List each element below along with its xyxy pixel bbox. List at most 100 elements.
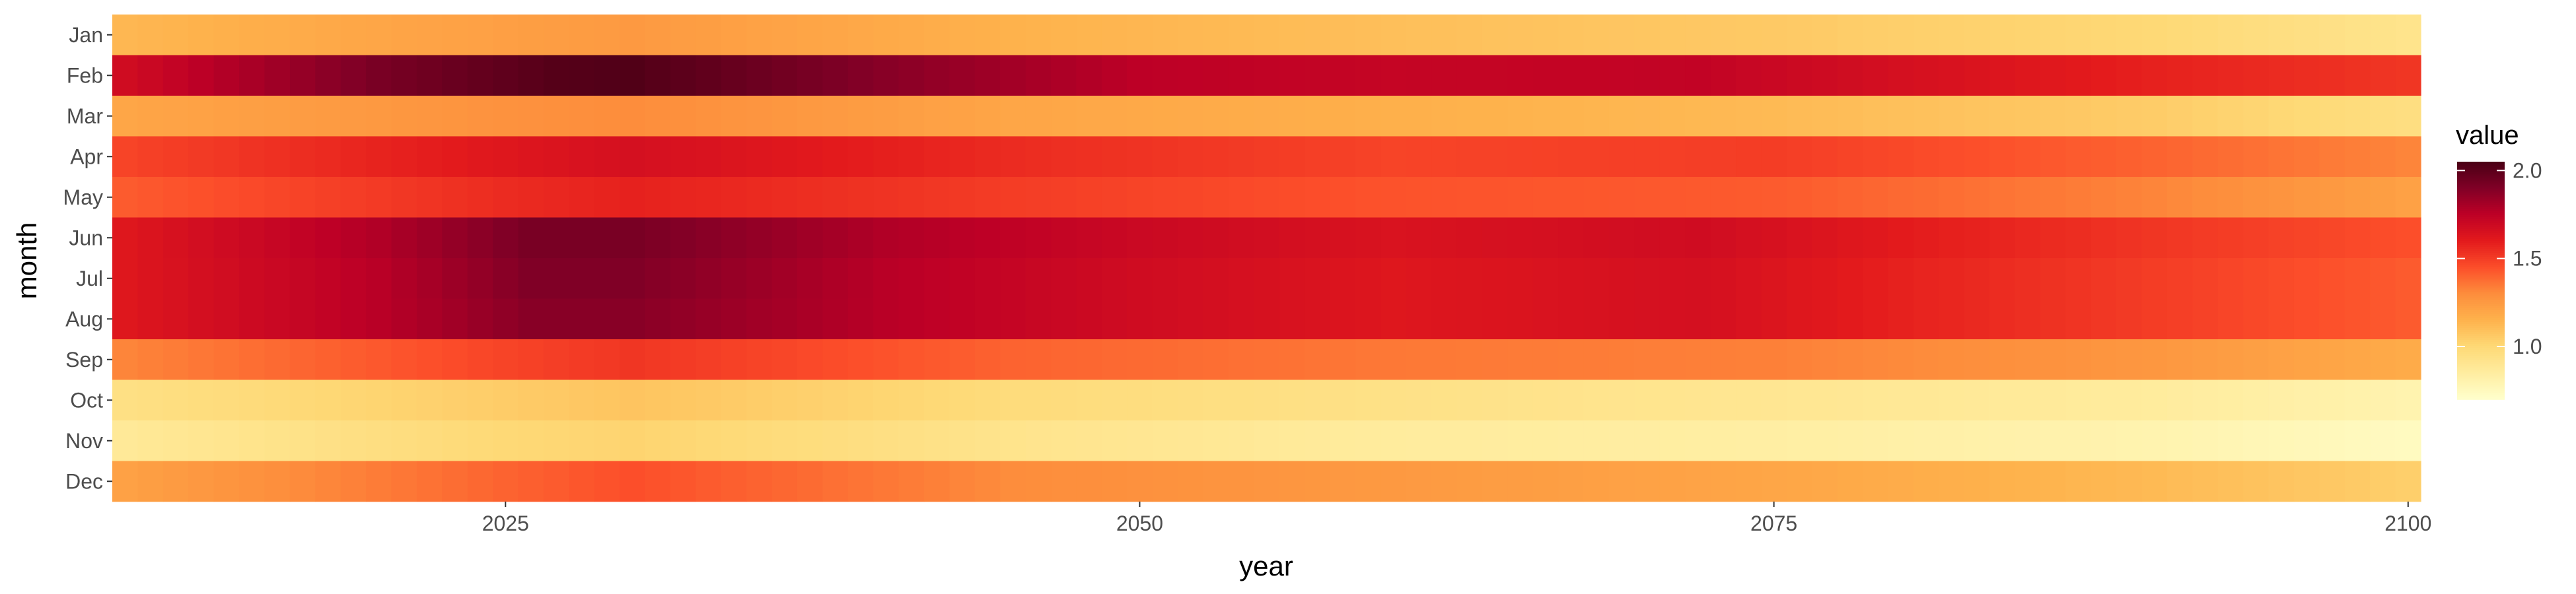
- heatmap-cell: [1659, 339, 1686, 380]
- heatmap-cell: [645, 177, 671, 218]
- heatmap-cell: [1507, 380, 1534, 421]
- heatmap-cell: [1964, 15, 1990, 55]
- heatmap-cell: [493, 380, 519, 421]
- heatmap-cell: [1254, 258, 1280, 299]
- heatmap-cell: [366, 380, 392, 421]
- heatmap-cell: [2344, 339, 2371, 380]
- heatmap-cell: [771, 380, 798, 421]
- heatmap-cell: [518, 380, 544, 421]
- heatmap-cell: [264, 136, 291, 178]
- heatmap-cell: [1254, 96, 1280, 137]
- heatmap-cell: [2370, 96, 2396, 137]
- heatmap-cell: [1532, 258, 1559, 299]
- heatmap-cell: [2319, 420, 2345, 461]
- heatmap-cell: [188, 55, 215, 96]
- heatmap-cell: [188, 380, 215, 421]
- heatmap-cell: [1330, 15, 1356, 55]
- heatmap-cell: [2344, 15, 2371, 55]
- heatmap-cell: [2243, 258, 2270, 299]
- heatmap-cell: [1025, 339, 1052, 380]
- heatmap-cell: [1812, 461, 1838, 502]
- heatmap-cell: [2293, 339, 2320, 380]
- heatmap-cell: [1532, 177, 1559, 218]
- heatmap-cell: [1939, 55, 1965, 96]
- heatmap-cell: [1380, 96, 1407, 137]
- heatmap-cell: [493, 15, 519, 55]
- heatmap-cell: [924, 420, 950, 461]
- heatmap-cell: [315, 339, 341, 380]
- heatmap-cell: [1736, 380, 1762, 421]
- heatmap-cell: [1761, 258, 1787, 299]
- heatmap-cell: [1964, 258, 1990, 299]
- heatmap-cell: [594, 298, 620, 340]
- legend-gradient-step: [2457, 294, 2505, 297]
- heatmap-cell: [1710, 15, 1736, 55]
- heatmap-cell: [137, 177, 164, 218]
- heatmap-cell: [873, 217, 900, 259]
- heatmap-cell: [1279, 380, 1305, 421]
- heatmap-cell: [1051, 177, 1077, 218]
- heatmap-cell: [2192, 258, 2219, 299]
- heatmap-cell: [1507, 339, 1534, 380]
- heatmap-cell: [696, 136, 722, 178]
- heatmap-cell: [2395, 461, 2421, 502]
- heatmap-cell: [2243, 55, 2270, 96]
- heatmap-cell: [493, 177, 519, 218]
- heatmap-cell: [1913, 177, 1939, 218]
- heatmap-cell: [1939, 96, 1965, 137]
- heatmap-cell: [797, 461, 823, 502]
- heatmap-cell: [2065, 380, 2092, 421]
- heatmap-cell: [1051, 136, 1077, 178]
- heatmap-cell: [670, 96, 696, 137]
- heatmap-cell: [1685, 461, 1711, 502]
- heatmap-cell: [1152, 15, 1178, 55]
- heatmap-cell: [645, 55, 671, 96]
- heatmap-cell: [112, 136, 139, 178]
- heatmap-cell: [1228, 461, 1254, 502]
- heatmap-cell: [1685, 96, 1711, 137]
- heatmap-cell: [518, 339, 544, 380]
- heatmap-cell: [1380, 15, 1407, 55]
- heatmap-cell: [2395, 177, 2421, 218]
- heatmap-cell: [746, 420, 773, 461]
- heatmap-cell: [1000, 136, 1026, 178]
- heatmap-cell: [873, 55, 900, 96]
- heatmap-cell: [2217, 298, 2244, 340]
- heatmap-cell: [696, 380, 722, 421]
- heatmap-cell: [1330, 258, 1356, 299]
- heatmap-cell: [416, 55, 443, 96]
- heatmap-cell: [873, 136, 900, 178]
- legend-gradient-step: [2457, 338, 2505, 341]
- heatmap-cell: [1380, 55, 1407, 96]
- heatmap-cell: [822, 461, 849, 502]
- heatmap-cell: [797, 96, 823, 137]
- heatmap-cell: [696, 339, 722, 380]
- heatmap-cell: [949, 217, 976, 259]
- heatmap-cell: [771, 15, 798, 55]
- heatmap-cell: [1355, 55, 1381, 96]
- heatmap-cell: [2141, 258, 2168, 299]
- heatmap-cell: [1583, 339, 1610, 380]
- heatmap-cell: [2293, 217, 2320, 259]
- heatmap-cell: [162, 461, 189, 502]
- heatmap-cell: [1279, 420, 1305, 461]
- heatmap-cell: [366, 15, 392, 55]
- heatmap-cell: [1355, 177, 1381, 218]
- heatmap-cell: [1355, 339, 1381, 380]
- heatmap-cell: [1305, 461, 1331, 502]
- heatmap-cell: [1380, 380, 1407, 421]
- heatmap-cell: [1837, 136, 1863, 178]
- heatmap-cell: [1254, 298, 1280, 340]
- heatmap-cell: [721, 298, 747, 340]
- heatmap-cell: [543, 258, 569, 299]
- legend-gradient-step: [2457, 378, 2505, 380]
- heatmap-cell: [2091, 55, 2117, 96]
- heatmap-cell: [1583, 461, 1610, 502]
- heatmap-cell: [1812, 177, 1838, 218]
- heatmap-cell: [1127, 258, 1153, 299]
- heatmap-cell: [569, 96, 595, 137]
- heatmap-cell: [1634, 258, 1661, 299]
- heatmap-cell: [2243, 177, 2270, 218]
- heatmap-cell: [645, 258, 671, 299]
- heatmap-cell: [1431, 420, 1458, 461]
